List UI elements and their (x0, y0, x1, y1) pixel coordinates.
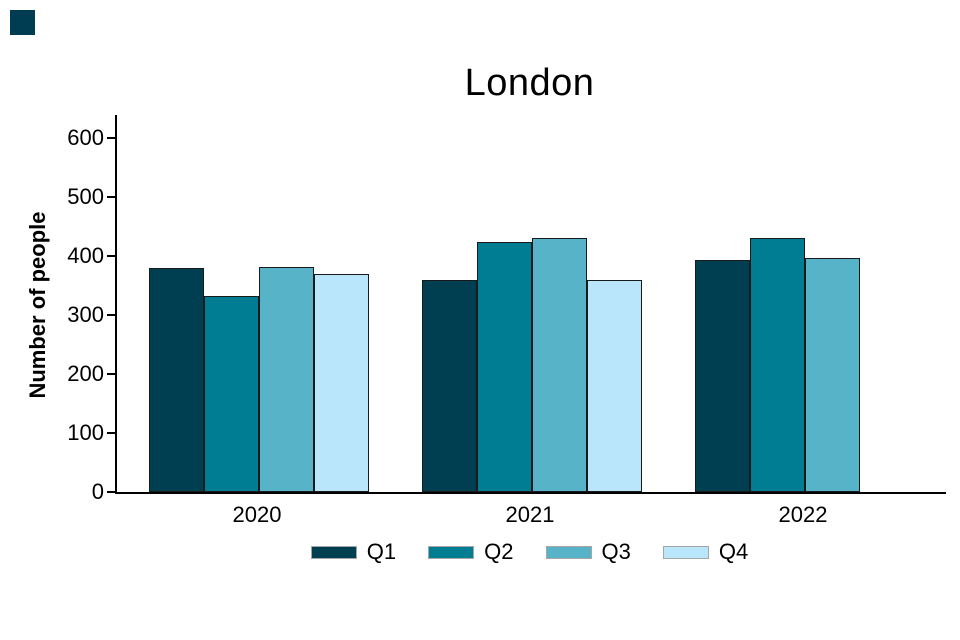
bar-2020-q1 (149, 268, 204, 492)
y-tick-mark (107, 373, 115, 375)
y-tick-mark (107, 255, 115, 257)
bar-2022-q3 (805, 258, 860, 492)
legend-swatch-q3 (545, 545, 592, 559)
y-tick-mark (107, 432, 115, 434)
bar-2021-q4 (587, 280, 642, 492)
legend-item-q1: Q1 (310, 539, 397, 564)
legend-item-q3: Q3 (545, 539, 631, 564)
bar-2020-q3 (259, 267, 314, 492)
y-tick-mark (107, 491, 115, 493)
x-tick-label-2021: 2021 (505, 502, 555, 527)
y-tick-label: 600 (67, 125, 104, 150)
legend-item-q4: Q4 (662, 539, 749, 564)
x-tick-label-2020: 2020 (232, 502, 282, 527)
bar-2022-q1 (695, 260, 750, 492)
x-tick-label-2022: 2022 (778, 502, 828, 527)
y-tick-label: 300 (67, 302, 104, 327)
legend-label-q1: Q1 (366, 539, 397, 564)
legend-swatch-q2 (428, 545, 475, 559)
y-tick-label: 0 (91, 479, 104, 504)
bar-2020-q4 (314, 274, 369, 492)
y-tick-label: 200 (67, 361, 104, 386)
plot-area: 0 100 200 300 400 500 600 (67, 115, 946, 503)
legend-item-q2: Q2 (428, 539, 514, 564)
bar-2022-q2 (750, 238, 805, 492)
legend: Q1 Q2 Q3 Q4 (115, 538, 944, 566)
y-tick-mark (107, 137, 115, 139)
bar-2020-q2 (204, 296, 259, 492)
y-tick-label: 400 (67, 243, 104, 268)
corner-marker (10, 10, 35, 35)
legend-label-q2: Q2 (484, 539, 514, 564)
chart-title: London (464, 62, 595, 104)
y-tick-mark (107, 196, 115, 198)
legend-swatch-q4 (662, 545, 709, 559)
legend-label-q4: Q4 (718, 539, 749, 564)
y-tick-label: 100 (67, 420, 104, 445)
legend-swatch-q1 (310, 545, 357, 559)
y-tick-label: 500 (67, 184, 104, 209)
bar-2021-q3 (532, 238, 587, 492)
bar-2021-q1 (422, 280, 477, 492)
y-tick-mark (107, 314, 115, 316)
bar-2021-q2 (477, 242, 532, 492)
legend-label-q3: Q3 (601, 539, 631, 564)
